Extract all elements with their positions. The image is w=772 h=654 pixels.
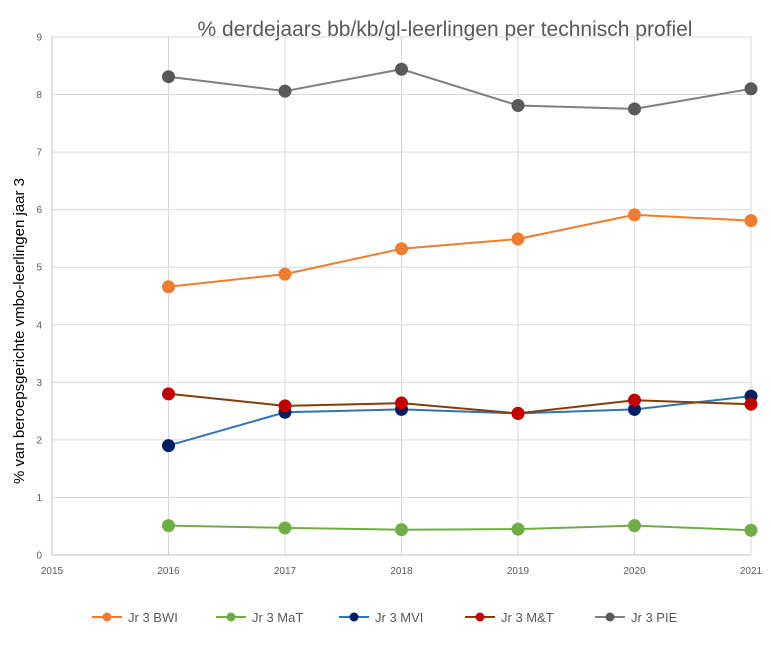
data-point — [278, 399, 292, 413]
y-tick-label: 8 — [36, 90, 42, 101]
data-point — [628, 519, 641, 533]
data-point — [162, 70, 175, 84]
data-point — [395, 242, 408, 256]
series-layer — [162, 62, 758, 537]
data-point — [744, 82, 758, 96]
x-tick-label: 2020 — [623, 566, 646, 577]
data-point — [628, 208, 641, 222]
data-point — [511, 406, 525, 420]
data-point — [162, 280, 175, 294]
legend-swatch-marker — [605, 612, 615, 622]
data-point — [278, 84, 292, 98]
x-tick-label: 2015 — [41, 566, 64, 577]
y-tick-label: 7 — [36, 148, 42, 159]
data-point — [511, 232, 525, 246]
y-tick-label: 1 — [36, 493, 42, 504]
series-line — [168, 68, 752, 110]
data-point — [744, 397, 758, 411]
data-point — [278, 267, 292, 281]
data-point — [395, 523, 408, 537]
data-point — [628, 393, 641, 407]
x-tick-label: 2018 — [390, 566, 413, 577]
axes: 0 1 2 3 4 5 6 7 8 9 2015 2016 2017 2018 2019 2020 2021 — [36, 33, 762, 578]
legend-swatch-marker — [349, 612, 359, 622]
legend-swatch-marker — [475, 612, 485, 622]
legend-label: Jr 3 PIE — [631, 610, 678, 625]
y-tick-label: 0 — [36, 551, 42, 562]
data-point — [511, 98, 525, 112]
legend: Jr 3 BWI Jr 3 MaT Jr 3 MVI Jr 3 M&T Jr 3 PIE — [92, 610, 678, 625]
y-tick-label: 9 — [36, 33, 42, 44]
x-tick-label: 2017 — [274, 566, 297, 577]
data-point — [395, 62, 408, 76]
series-line — [168, 213, 752, 288]
y-tick-label: 3 — [36, 378, 42, 389]
x-tick-label: 2019 — [507, 566, 530, 577]
data-point — [628, 102, 641, 116]
data-point — [395, 396, 408, 410]
legend-label: Jr 3 MVI — [375, 610, 423, 625]
data-point — [162, 519, 175, 533]
gridlines — [52, 36, 752, 555]
x-tick-label: 2021 — [740, 566, 763, 577]
legend-label: Jr 3 MaT — [252, 610, 303, 625]
series-line — [168, 395, 752, 447]
x-tick-label: 2016 — [157, 566, 180, 577]
legend-label: Jr 3 M&T — [501, 610, 554, 625]
series-line — [168, 524, 752, 532]
data-point — [162, 387, 175, 401]
data-point — [744, 523, 758, 537]
series-line — [168, 392, 752, 415]
y-tick-label: 4 — [36, 320, 42, 331]
y-tick-label: 2 — [36, 435, 42, 446]
data-point — [511, 522, 525, 536]
y-tick-label: 6 — [36, 205, 42, 216]
y-tick-label: 5 — [36, 263, 42, 274]
chart-title: % derdejaars bb/kb/gl-leerlingen per tec… — [198, 18, 693, 41]
data-point — [744, 214, 758, 228]
legend-label: Jr 3 BWI — [128, 610, 178, 625]
data-point — [162, 439, 175, 453]
data-point — [278, 521, 292, 535]
legend-swatch-marker — [102, 612, 112, 622]
legend-swatch-marker — [226, 612, 236, 622]
y-axis-label: % van beroepsgerichte vmbo-leerlingen ja… — [11, 178, 28, 484]
